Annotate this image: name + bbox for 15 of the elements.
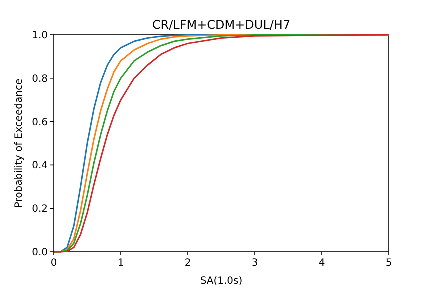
y-axis-title: Probability of Exceedance bbox=[14, 78, 25, 208]
y-tick-label: 0.6 bbox=[32, 117, 48, 128]
x-tick-label: 3 bbox=[252, 258, 258, 269]
x-tick-label: 2 bbox=[184, 258, 192, 269]
y-tick-label: 0.4 bbox=[32, 160, 48, 172]
chart-title: CR/LFM+CDM+DUL/H7 bbox=[152, 18, 291, 32]
y-tick-label: 0.2 bbox=[32, 204, 48, 216]
y-tick-label: 1.0 bbox=[32, 30, 48, 42]
y-tick-label: 0.0 bbox=[32, 248, 48, 258]
y-tick-label: 0.8 bbox=[32, 74, 48, 85]
x-tick-label: 0 bbox=[50, 258, 58, 269]
x-axis-title: SA(1.0s) bbox=[200, 276, 243, 287]
x-tick-label: 4 bbox=[318, 258, 326, 269]
x-tick-label: 1 bbox=[118, 258, 124, 269]
x-tick-label: 5 bbox=[386, 258, 392, 269]
